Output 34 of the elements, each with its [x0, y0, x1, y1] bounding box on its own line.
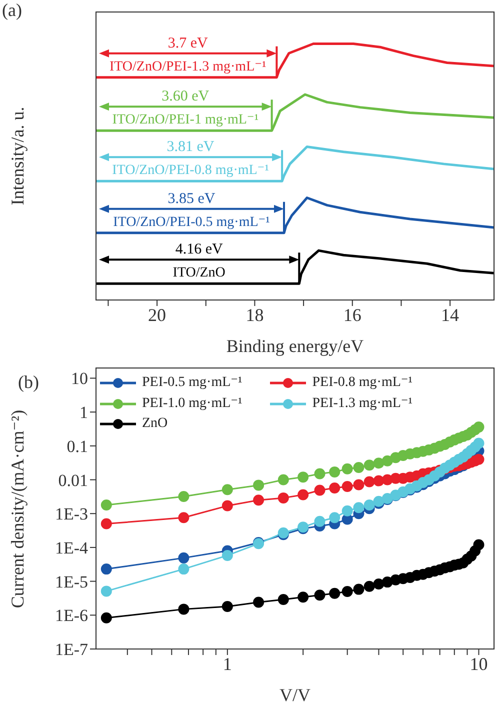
- x-tick-label: 14: [441, 304, 460, 325]
- y-tick-label: 10: [71, 369, 88, 388]
- y-tick-label: 1E-3: [54, 504, 88, 524]
- annotation: 3.81 eV: [166, 139, 214, 156]
- y-tick-label: 1E-4: [54, 538, 88, 558]
- legend-label: ITO/ZnO/PEI-0.5 mg·mL⁻¹: [113, 214, 270, 230]
- y-tick-label: 1: [80, 403, 88, 422]
- chart-title: (b): [18, 372, 39, 393]
- chart-title: (a): [2, 0, 22, 21]
- y-tick-label: 1E-7: [54, 640, 88, 660]
- annotation: 3.85 eV: [168, 190, 216, 207]
- x-axis-title: Binding energy/eV: [226, 336, 364, 357]
- annotation: 3.7 eV: [168, 35, 208, 52]
- y-axis-title: Intensity/a. u.: [8, 106, 28, 206]
- annotation: 4.16 eV: [175, 242, 223, 258]
- x-tick-label: 18: [246, 304, 264, 325]
- legend-label: PEI-0.8 mg·mL⁻¹: [312, 374, 412, 391]
- y-tick-label: 1E-5: [54, 572, 88, 592]
- legend-label: ITO/ZnO/PEI-1.3 mg·mL⁻¹: [109, 59, 266, 74]
- x-axis-title: V/V: [280, 685, 310, 706]
- series-label: ITO/ZnO: [172, 266, 226, 281]
- legend-label: PEI-0.5 mg·mL⁻¹: [142, 374, 242, 391]
- legend-label: ZnO: [142, 416, 168, 432]
- legend-label: ITO/ZnO/PEI-1 mg·mL⁻¹: [112, 112, 259, 128]
- y-tick-label: 0.1: [66, 436, 88, 456]
- y-axis-title: Current density/(mA·cm⁻²): [8, 409, 28, 608]
- x-tick-label: 20: [148, 304, 166, 325]
- x-tick-label: 16: [343, 304, 362, 325]
- legend-label: PEI-1.3 mg·mL⁻¹: [312, 395, 412, 412]
- legend-label: ITO/ZnO/PEI-0.8 mg·mL⁻¹: [112, 163, 269, 178]
- legend-label: PEI-1.0 mg·mL⁻¹: [142, 395, 242, 412]
- y-tick-label: 0.01: [58, 470, 88, 490]
- annotation: 3.60 eV: [162, 88, 210, 105]
- y-tick-label: 1E-6: [54, 606, 88, 626]
